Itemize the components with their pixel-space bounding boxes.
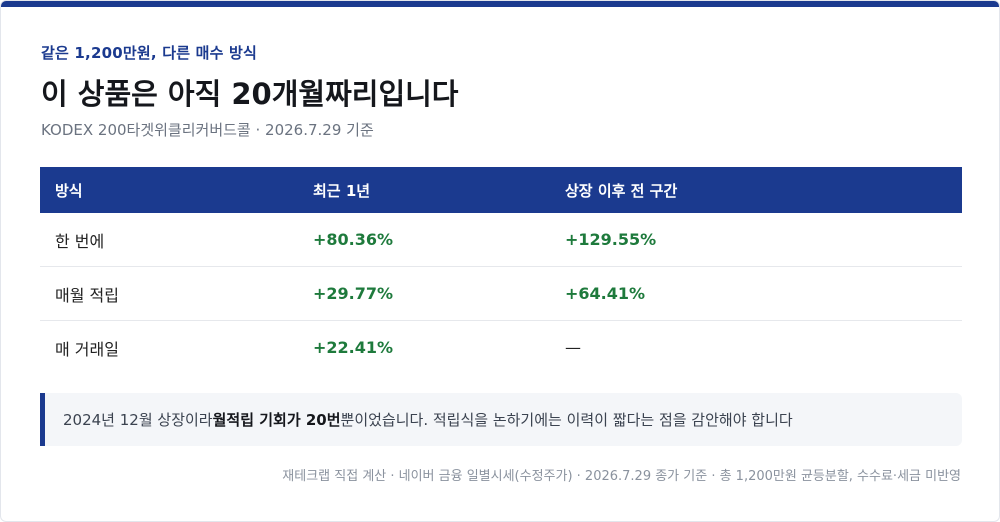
table-header: 방식 최근 1년 상장 이후 전 구간 (40, 167, 962, 213)
row-method: 한 번에 (55, 231, 105, 251)
source-footnote: 재테크랩 직접 계산 · 네이버 금융 일별시세(수정주가) · 2026.7.… (282, 469, 961, 484)
table-row: 한 번에 +80.36% +129.55% (40, 213, 962, 267)
table-row: 매월 적립 +29.77% +64.41% (40, 267, 962, 321)
row-method: 매월 적립 (55, 285, 119, 305)
note-callout: 2024년 12월 상장이라 월적립 기회가 20번 뿐이었습니다. 적립식을 논… (40, 393, 962, 446)
column-header-recent-1y: 최근 1년 (313, 181, 371, 200)
page-title: 이 상품은 아직 20개월짜리입니다 (41, 77, 459, 111)
eyebrow-text: 같은 1,200만원, 다른 매수 방식 (41, 44, 258, 62)
page-subtitle: KODEX 200타겟위클리커버드콜 · 2026.7.29 기준 (41, 121, 374, 139)
accent-bar (1, 1, 999, 7)
note-text-emphasis: 월적립 기회가 20번 (212, 411, 341, 429)
row-since-listing: — (565, 338, 581, 357)
column-header-method: 방식 (55, 181, 83, 200)
table-row: 매 거래일 +22.41% — (40, 321, 962, 374)
note-text-after: 뿐이었습니다. 적립식을 논하기에는 이력이 짧다는 점을 감안해야 합니다 (340, 411, 793, 429)
returns-table: 방식 최근 1년 상장 이후 전 구간 한 번에 +80.36% +129.55… (40, 167, 962, 374)
row-recent-1y: +22.41% (313, 338, 394, 357)
row-method: 매 거래일 (55, 339, 119, 359)
row-since-listing: +129.55% (565, 230, 657, 249)
column-header-since-listing: 상장 이후 전 구간 (565, 181, 678, 200)
row-recent-1y: +29.77% (313, 284, 394, 303)
row-since-listing: +64.41% (565, 284, 646, 303)
note-text-before: 2024년 12월 상장이라 (63, 411, 213, 429)
row-recent-1y: +80.36% (313, 230, 394, 249)
